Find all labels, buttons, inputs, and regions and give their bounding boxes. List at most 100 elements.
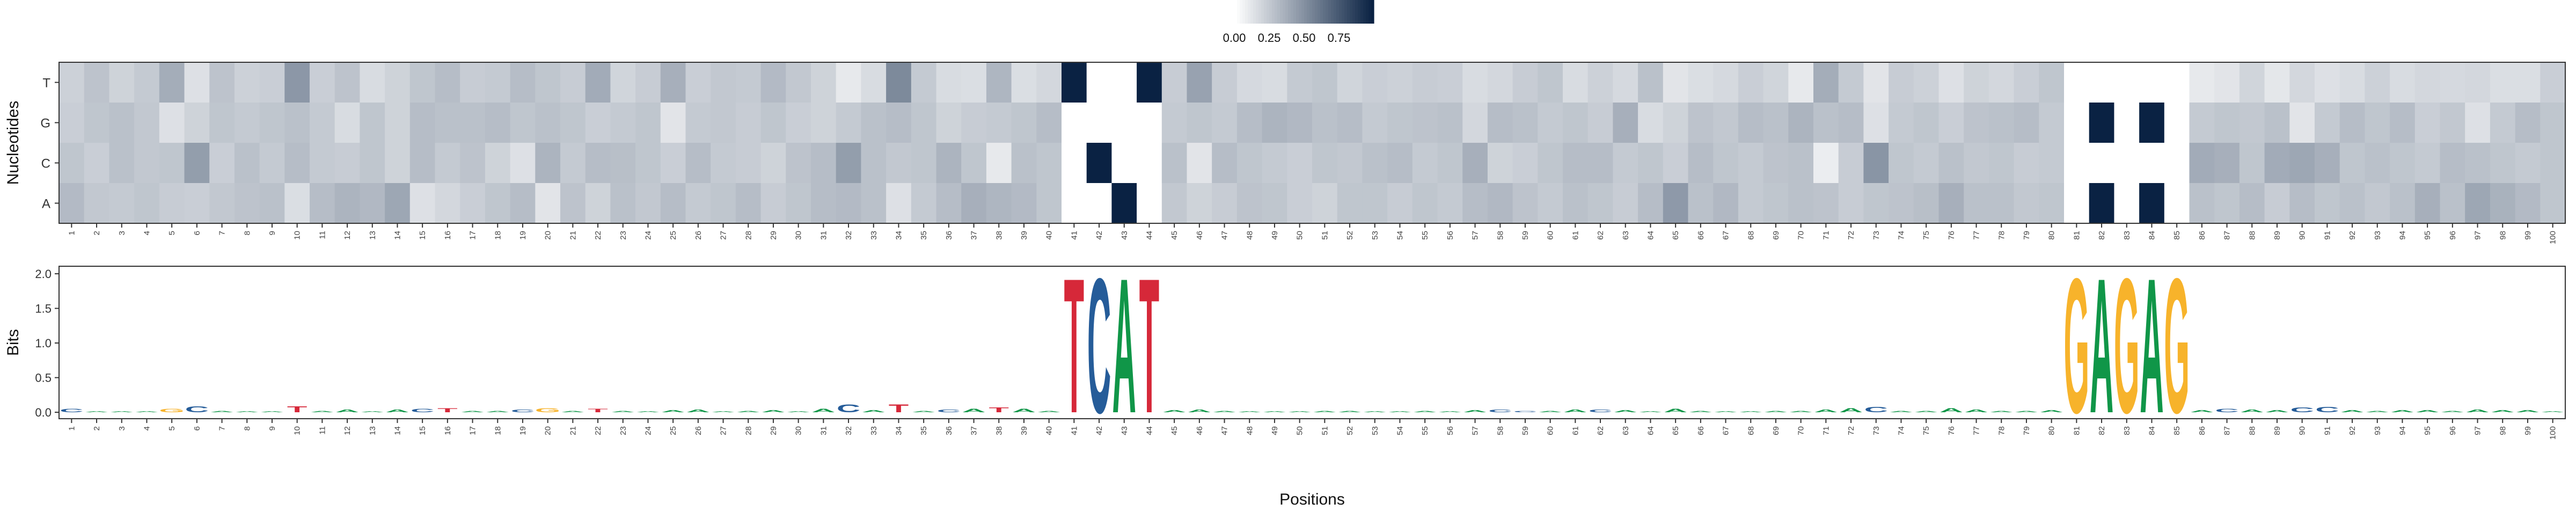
logo-x-tick-label: 36 [945, 426, 954, 435]
heatmap-cell [1688, 143, 1714, 184]
heatmap-cell [1889, 143, 1914, 184]
heatmap-cell [2039, 183, 2065, 224]
heatmap-x-tick-label: 66 [1696, 231, 1706, 240]
heatmap-cell [360, 62, 385, 103]
heatmap-cell [1387, 143, 1413, 184]
logo-letter: A [2541, 411, 2564, 413]
heatmap-cell [1312, 183, 1338, 224]
heatmap-cell [1988, 183, 2015, 224]
heatmap-cell [259, 62, 285, 103]
heatmap-cell [1011, 183, 1037, 224]
heatmap-cell [1062, 143, 1087, 184]
heatmap-cell [1111, 183, 1137, 224]
heatmap-x-tick-label: 34 [894, 231, 903, 240]
heatmap-x-tick-label: 14 [393, 231, 402, 240]
heatmap-cell [1813, 143, 1839, 184]
logo-x-tick-label: 43 [1120, 426, 1129, 435]
heatmap-cell [2315, 143, 2340, 184]
logo-x-tick-label: 79 [2022, 426, 2031, 435]
heatmap-cell [2339, 143, 2365, 184]
heatmap-cell [1387, 183, 1413, 224]
colorbar-swatch [1299, 0, 1302, 24]
heatmap-x-tick-label: 26 [694, 231, 703, 240]
logo-letter: T [287, 404, 307, 414]
heatmap-cell [1111, 103, 1137, 143]
logo-letter: A [1037, 411, 1060, 413]
logo-letter: A [486, 411, 509, 413]
heatmap-cell [1587, 143, 1613, 184]
logo-letter: T [437, 407, 458, 413]
heatmap-cell [585, 143, 611, 184]
heatmap-cell [2114, 183, 2140, 224]
colorbar-swatch [1296, 0, 1299, 24]
colorbar-swatch [1355, 0, 1358, 24]
heatmap-cell [2315, 62, 2340, 103]
heatmap-x-tick-label: 77 [1972, 231, 1981, 240]
logo-x-tick-label: 73 [1872, 426, 1881, 435]
heatmap-cell [1412, 143, 1438, 184]
heatmap-cell [2515, 183, 2541, 224]
heatmap-cell [1512, 62, 1538, 103]
logo-letter: C [511, 409, 535, 413]
heatmap-cell [1613, 103, 1638, 143]
logo-x-tick-label: 7 [218, 426, 227, 431]
heatmap-x-tick-label: 49 [1270, 231, 1279, 240]
heatmap-x-tick-label: 28 [744, 231, 753, 240]
heatmap-cell [1663, 143, 1688, 184]
heatmap-cell [811, 143, 837, 184]
heatmap-cell [1738, 62, 1764, 103]
heatmap-cell [435, 143, 460, 184]
logo-x-tick-label: 71 [1821, 426, 1831, 435]
heatmap-cell [1788, 62, 1814, 103]
heatmap-cell [1587, 183, 1613, 224]
colorbar-swatch [1331, 0, 1334, 24]
heatmap-cell [2264, 103, 2290, 143]
heatmap-cell [1187, 103, 1212, 143]
heatmap-cell [1137, 103, 1162, 143]
logo-x-tick-label: 14 [393, 426, 402, 435]
heatmap-cell [460, 143, 486, 184]
logo-letter: T [1064, 239, 1084, 454]
heatmap-cell [360, 103, 385, 143]
logo-letter: A [1212, 411, 1236, 413]
heatmap-cell [1462, 183, 1488, 224]
heatmap-cell [1412, 62, 1438, 103]
heatmap-cell [760, 103, 786, 143]
heatmap-cell [109, 143, 135, 184]
logo-y-tick-label: 0.0 [35, 406, 52, 419]
heatmap-cell [1337, 143, 1363, 184]
heatmap-cell [2214, 103, 2240, 143]
logo-x-tick-label: 67 [1722, 426, 1731, 435]
heatmap-cell [2289, 103, 2315, 143]
heatmap-cell [209, 62, 235, 103]
heatmap-x-tick-label: 90 [2298, 231, 2307, 240]
heatmap-cell [1086, 143, 1112, 184]
heatmap-x-tick-label: 98 [2498, 231, 2507, 240]
logo-x-tick-label: 93 [2373, 426, 2382, 435]
logo-x-tick-label: 22 [594, 426, 603, 435]
logo-x-tick-label: 62 [1596, 426, 1605, 435]
heatmap-x-tick-label: 32 [844, 231, 853, 240]
logo-x-tick-label: 11 [318, 426, 327, 435]
logo-x-tick-label: 20 [544, 426, 553, 435]
logo-x-tick-label: 32 [844, 426, 853, 435]
heatmap-cell [1613, 183, 1638, 224]
heatmap-cell [360, 143, 385, 184]
heatmap-cell [1838, 183, 1864, 224]
heatmap-x-tick-label: 65 [1671, 231, 1680, 240]
heatmap-cell [334, 62, 360, 103]
heatmap-x-tick-label: 87 [2223, 231, 2232, 240]
heatmap-x-tick-label: 40 [1045, 231, 1054, 240]
heatmap-cell [1538, 143, 1563, 184]
heatmap-cell [2540, 183, 2566, 224]
heatmap-cell [1362, 143, 1388, 184]
colorbar-swatch [1280, 0, 1283, 24]
heatmap-cell [2365, 103, 2390, 143]
heatmap-cell [1262, 143, 1287, 184]
heatmap-cell [1563, 143, 1589, 184]
logo-x-tick-label: 8 [243, 426, 252, 431]
heatmap-cell [460, 183, 486, 224]
logo-x-tick-label: 38 [994, 426, 1004, 435]
heatmap-cell [1111, 62, 1137, 103]
